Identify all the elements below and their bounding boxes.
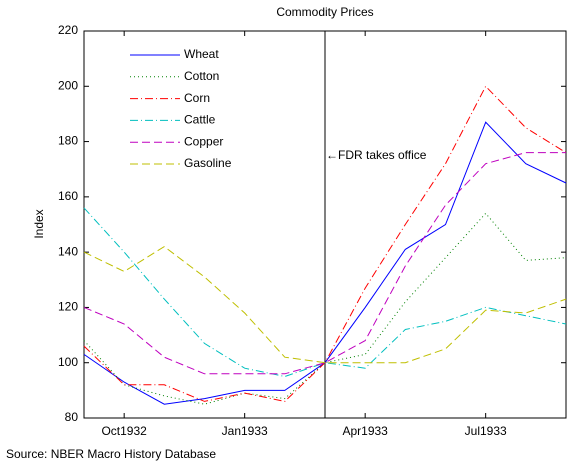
y-tick-label: 180: [58, 134, 78, 148]
legend-label: Wheat: [184, 47, 219, 61]
series-line: [83, 207, 567, 378]
y-tick-label: 120: [58, 300, 78, 314]
y-tick-label: 100: [58, 355, 78, 369]
y-tick-label: 220: [58, 23, 78, 37]
y-tick-label: 80: [65, 410, 79, 424]
source-note: Source: NBER Macro History Database: [6, 447, 216, 461]
legend-label: Cotton: [184, 69, 219, 83]
legend-label: Gasoline: [184, 156, 232, 170]
x-tick-label: Apr1933: [342, 424, 388, 438]
x-tick-label: Jul1933: [465, 424, 507, 438]
series-line: [83, 245, 567, 364]
y-tick-label: 200: [58, 78, 78, 92]
x-tick-label: Oct1932: [101, 424, 147, 438]
x-tick-label: Jan1933: [222, 424, 268, 438]
y-tick-label: 140: [58, 244, 78, 258]
annotation-text: ←FDR takes office: [326, 148, 427, 162]
series-line: [83, 85, 567, 402]
legend-label: Cattle: [184, 113, 216, 127]
legend-label: Corn: [184, 91, 210, 105]
y-axis-label: Index: [32, 209, 46, 238]
y-tick-label: 160: [58, 189, 78, 203]
series-line: [83, 152, 566, 375]
legend-label: Copper: [184, 134, 223, 148]
chart-title: Commodity Prices: [276, 5, 373, 19]
